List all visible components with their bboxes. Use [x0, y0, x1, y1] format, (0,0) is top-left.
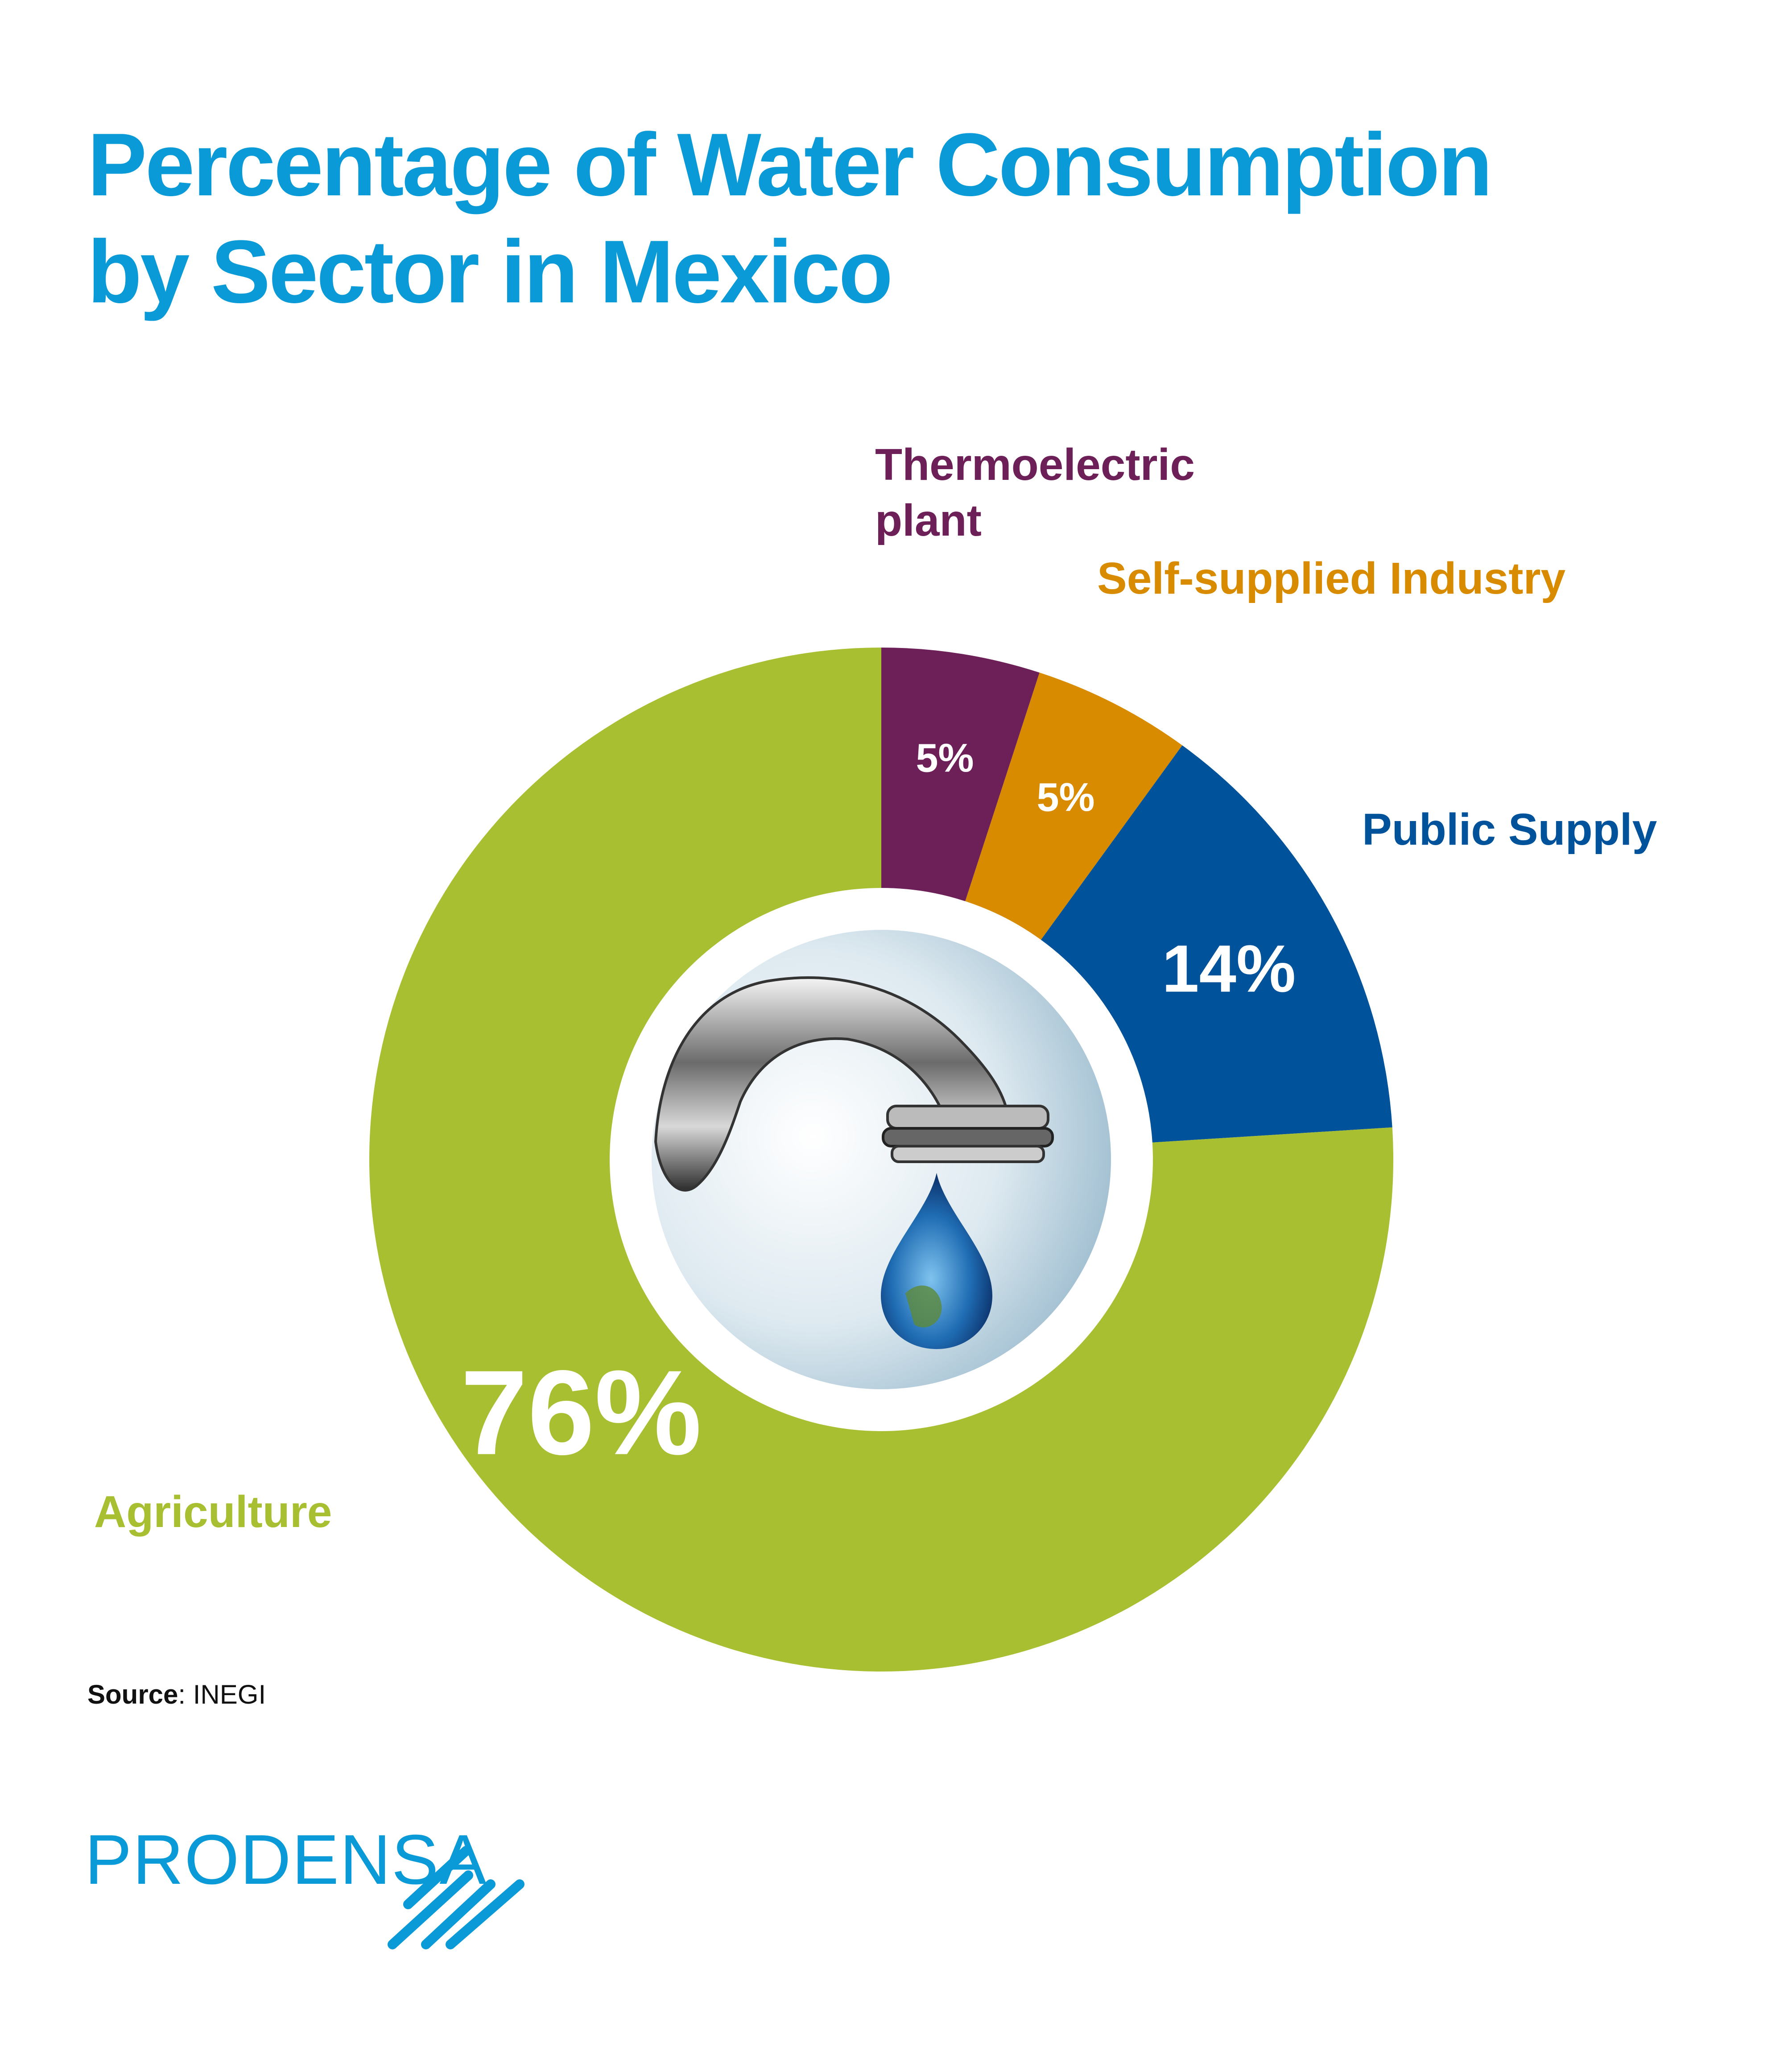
label-agriculture: Agriculture — [94, 1487, 332, 1537]
value-label: 76% — [461, 1346, 702, 1480]
source-label: Source — [87, 1680, 178, 1709]
chart-title: Percentage of Water Consumption by Secto… — [87, 111, 1493, 326]
label-line: plant — [875, 495, 982, 545]
value-label: 5% — [916, 736, 974, 780]
center-photo — [652, 930, 1111, 1389]
slice-agriculture — [369, 648, 1394, 1672]
title-line-1: Percentage of Water Consumption — [87, 115, 1493, 215]
prodensa-logo: PRODENSA — [85, 1820, 487, 1899]
source-note: Source: INEGI — [87, 1679, 266, 1710]
value-label: 14% — [1162, 931, 1296, 1006]
slice-self-supplied-industry — [965, 673, 1182, 940]
label-public-supply: Public Supply — [1362, 805, 1657, 854]
slice-public-supply — [1041, 745, 1392, 1143]
value-label: 5% — [1037, 775, 1094, 820]
label-line: Thermoelectric — [875, 440, 1195, 490]
logo-slashes-icon — [388, 1846, 524, 1949]
title-line-2: by Sector in Mexico — [87, 222, 893, 322]
source-value: : INEGI — [178, 1680, 266, 1709]
label-thermoelectric: Thermoelectric plant — [875, 437, 1195, 549]
label-self-supplied-industry: Self-supplied Industry — [1097, 553, 1566, 603]
slice-thermoelectric-plant — [881, 648, 1040, 901]
